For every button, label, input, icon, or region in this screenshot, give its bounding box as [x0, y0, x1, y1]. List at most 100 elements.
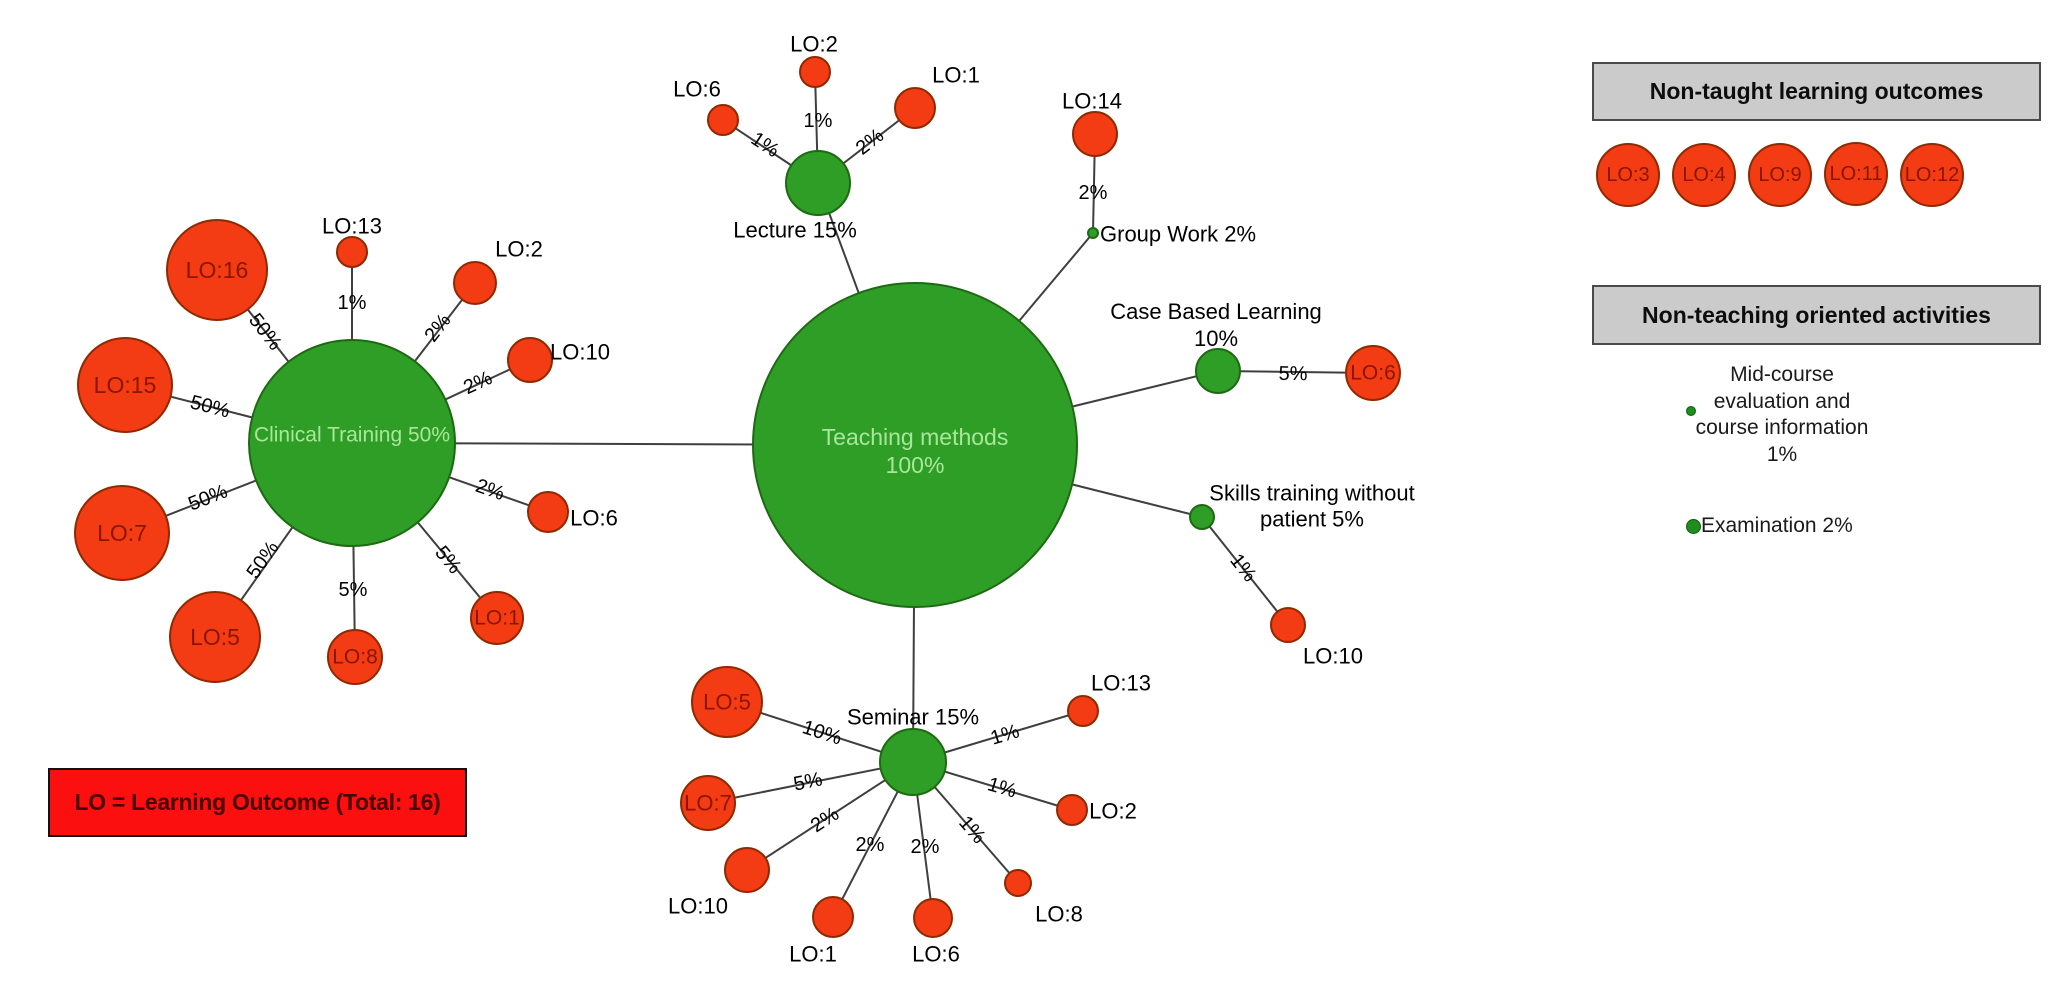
label-s_lo10: LO:10 [668, 894, 728, 919]
edge-label-clinical-c_lo13: 1% [338, 292, 367, 314]
node-teaching [752, 282, 1078, 608]
label-s_lo6: LO:6 [912, 942, 960, 967]
label-l_lo1: LO:1 [932, 63, 980, 88]
legend-non-taught-title: Non-taught learning outcomes [1649, 78, 1984, 104]
node-c_lo7 [74, 485, 170, 581]
label-cbl: 10% [1194, 326, 1238, 351]
label-c_lo2: LO:2 [495, 237, 543, 262]
node-groupwork [1087, 227, 1099, 239]
label-seminar: Seminar 15% [847, 705, 979, 730]
node-s_lo5 [691, 666, 763, 738]
label-s_lo7: LO:7 [684, 791, 732, 816]
label-legend-lo-12: LO:12 [1905, 164, 1959, 186]
label-s_lo13: LO:13 [1091, 671, 1151, 696]
edge-label-cbl-cbl_lo6: 5% [1278, 363, 1307, 385]
label-s_lo5: LO:5 [703, 690, 751, 715]
node-seminar [879, 728, 947, 796]
legend-non-teaching-header: Non-teaching oriented activities [1592, 285, 2041, 345]
mid-course-line-4: 1% [1766, 442, 1798, 466]
edge-label-seminar-s_lo1: 2% [856, 834, 885, 856]
node-legend-lo-12 [1900, 143, 1964, 207]
edge-label-clinical-c_lo10: 2% [460, 367, 496, 399]
legend-non-teaching-title: Non-teaching oriented activities [1642, 301, 1991, 328]
node-s_lo8 [1004, 869, 1032, 897]
label-l_lo6: LO:6 [673, 77, 721, 102]
label-clinical: Clinical Training 50% [254, 424, 450, 447]
label-gw_lo14: LO:14 [1062, 89, 1122, 114]
node-cbl [1195, 348, 1241, 394]
label-c_lo15: LO:15 [94, 372, 157, 398]
node-c_lo16 [166, 219, 268, 321]
edge-label-clinical-c_lo16: 50% [244, 309, 286, 354]
label-s_lo1: LO:1 [789, 942, 837, 967]
node-c_lo13 [336, 236, 368, 268]
label-c_lo6: LO:6 [570, 506, 618, 531]
edge-label-skills-sk_lo10: 1% [1225, 550, 1260, 586]
edge-label-seminar-s_lo5: 10% [800, 716, 845, 749]
edge-skills-sk_lo10 [1201, 516, 1289, 626]
legend-examination-entry: Examination 2% [1686, 513, 1853, 539]
label-skills: Skills training without [1209, 481, 1414, 506]
node-c_lo15 [77, 337, 173, 433]
edge-label-seminar-s_lo10: 2% [807, 803, 843, 837]
edge-label-seminar-s_lo6: 2% [911, 836, 940, 858]
node-legend-lo-9 [1748, 143, 1812, 207]
node-c_lo6 [527, 491, 569, 533]
mid-course-line-3: course information [1695, 416, 1869, 439]
label-skills: patient 5% [1260, 507, 1364, 532]
edge-label-lecture-l_lo1: 2% [852, 124, 888, 159]
mid-course-dot-icon [1686, 406, 1696, 416]
edge-label-seminar-s_lo13: 1% [988, 720, 1022, 749]
label-sk_lo10: LO:10 [1303, 644, 1363, 669]
node-cbl_lo6 [1345, 345, 1401, 401]
edge-label-seminar-s_lo2: 1% [985, 773, 1019, 802]
legend-non-taught-header: Non-taught learning outcomes [1592, 62, 2041, 121]
lo-note-text: LO = Learning Outcome (Total: 16) [74, 789, 441, 815]
node-l_lo6 [707, 104, 739, 136]
node-gw_lo14 [1072, 111, 1118, 157]
legend-mid-course-entry: Mid-course evaluation and course informa… [1672, 362, 1892, 468]
label-c_lo1: LO:1 [474, 607, 520, 630]
label-groupwork: Group Work 2% [1100, 222, 1256, 247]
node-lecture [785, 150, 851, 216]
edge-label-clinical-c_lo8: 5% [339, 579, 368, 601]
node-s_lo10 [724, 847, 770, 893]
node-clinical [248, 339, 456, 547]
label-cbl: Case Based Learning [1110, 299, 1322, 324]
edge-label-clinical-c_lo5: 50% [242, 537, 283, 583]
edge-label-seminar-s_lo8: 1% [954, 812, 990, 848]
node-l_lo1 [894, 87, 936, 129]
label-s_lo8: LO:8 [1035, 902, 1083, 927]
node-s_lo1 [812, 896, 854, 938]
label-legend-lo-11: LO:11 [1830, 163, 1883, 185]
edge-label-clinical-c_lo15: 50% [188, 391, 232, 422]
label-c_lo7: LO:7 [97, 520, 147, 546]
lo-note-box: LO = Learning Outcome (Total: 16) [48, 768, 467, 837]
node-s_lo2 [1056, 794, 1088, 826]
label-c_lo16: LO:16 [186, 257, 249, 283]
node-legend-lo-3 [1596, 143, 1660, 207]
label-teaching: 100% [886, 452, 945, 478]
edge-label-clinical-c_lo7: 50% [185, 480, 230, 515]
node-c_lo1 [470, 591, 524, 645]
label-s_lo2: LO:2 [1089, 799, 1137, 824]
mid-course-line-1: Mid-course [1730, 363, 1834, 386]
label-c_lo5: LO:5 [190, 624, 240, 650]
label-l_lo2: LO:2 [790, 32, 838, 57]
mid-course-line-2: evaluation and [1713, 389, 1851, 413]
label-legend-lo-4: LO:4 [1682, 164, 1725, 186]
node-s_lo7 [680, 775, 736, 831]
node-c_lo8 [327, 629, 383, 685]
node-l_lo2 [799, 56, 831, 88]
label-legend-lo-9: LO:9 [1758, 164, 1801, 186]
edge-label-groupwork-gw_lo14: 2% [1079, 182, 1108, 204]
label-cbl_lo6: LO:6 [1350, 362, 1396, 385]
label-c_lo10: LO:10 [550, 340, 610, 365]
node-sk_lo10 [1270, 607, 1306, 643]
edge-label-seminar-s_lo7: 5% [792, 768, 825, 795]
label-teaching: Teaching methods [822, 424, 1009, 450]
edge-seminar-s_lo7 [707, 761, 914, 804]
node-c_lo10 [507, 337, 553, 383]
